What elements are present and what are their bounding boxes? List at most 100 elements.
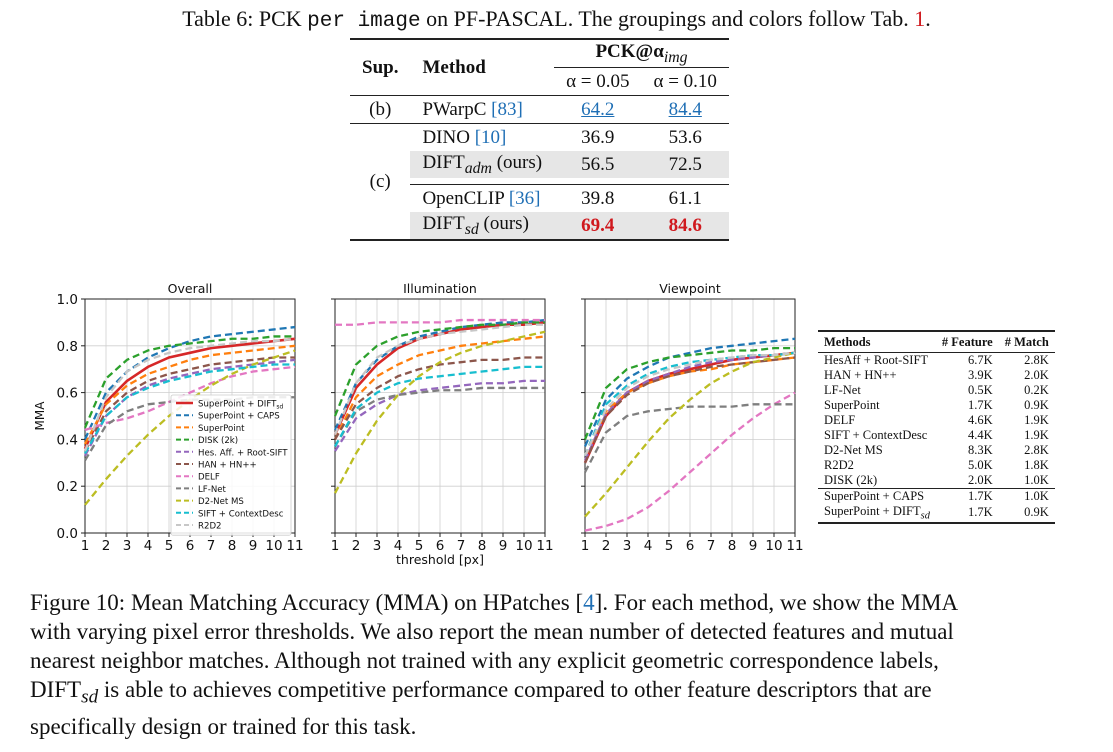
header-method: Method [422, 56, 486, 78]
method-name: DIFT [422, 151, 465, 173]
legend-label: SuperPoint [198, 424, 245, 434]
x-tick-label: 6 [686, 538, 695, 554]
value-cell: 61.1 [668, 187, 702, 209]
match-count: 2.8K [1024, 443, 1049, 457]
match-count: 1.0K [1024, 489, 1049, 503]
series-line [83, 344, 296, 445]
value-cell: 72.5 [641, 151, 729, 178]
y-tick-label: 0.0 [57, 526, 78, 542]
table-caption: Table 6: PCK per image on PF-PASCAL. The… [0, 6, 1113, 33]
citation-link[interactable]: [10] [474, 126, 507, 148]
table-row: DIFTsd (ours) 69.4 84.6 [350, 212, 729, 240]
caption-line: with varying pixel error thresholds. We … [30, 619, 954, 644]
method-cell: DIFTsd (ours) [410, 212, 555, 240]
citation-link[interactable]: [36] [508, 187, 541, 209]
series-line [333, 335, 546, 440]
y-tick-label: 0.4 [57, 432, 78, 448]
feat-count: 4.4K [968, 428, 993, 442]
x-axis-label: threshold [px] [396, 552, 484, 567]
y-tick-label: 0.2 [57, 479, 78, 495]
value-cell: 64.2 [581, 98, 615, 120]
y-tick-label: 1.0 [57, 292, 78, 308]
table-row: (c) DINO [10] 36.9 53.6 [350, 123, 729, 192]
match-count: 2.0K [1024, 368, 1049, 382]
feat-header-match: # Match [1004, 334, 1049, 349]
series-line [333, 330, 546, 494]
match-count: 1.9K [1024, 428, 1049, 442]
caption-line: specifically design or trained for this … [30, 713, 417, 739]
x-tick-label: 8 [228, 538, 237, 554]
caption-line: DIFTsd is able to achieves competitive p… [30, 675, 1105, 712]
feat-header-methods: Methods [824, 334, 871, 349]
legend-label: R2D2 [198, 522, 222, 532]
table-ref-link[interactable]: 1 [914, 6, 926, 31]
series-line [83, 358, 296, 457]
series-line [83, 363, 295, 455]
x-tick-label: 7 [707, 538, 716, 554]
panel-title: Viewpoint [659, 281, 721, 296]
table-caption-text: Table 6: PCK [182, 6, 308, 31]
feat-row: HesAff + Root-SIFT 6.7K 2.8K [818, 352, 1055, 369]
x-tick-label: 10 [765, 538, 782, 554]
series-line [84, 365, 296, 432]
method-name: PWarpC [422, 98, 492, 120]
x-tick-label: 3 [123, 538, 132, 554]
feat-count: 1.7K [968, 489, 993, 503]
x-tick-label: 2 [602, 538, 611, 554]
x-tick-label: 1 [81, 538, 90, 554]
feat-count: 0.5K [968, 383, 993, 397]
method-name: DIFT [422, 212, 465, 234]
method-sub: sd [464, 220, 479, 238]
series-line [334, 386, 545, 448]
feat-row: D2-Net MS 8.3K 2.8K [818, 443, 1055, 458]
x-tick-label: 9 [249, 538, 258, 554]
feat-count: 1.7K [968, 505, 993, 520]
x-tick-label: 4 [394, 538, 403, 554]
value-cell: 39.8 [581, 187, 615, 209]
y-axis-label: MMA [33, 401, 47, 431]
feat-row: SuperPoint + DIFTsd 1.7K 0.9K [818, 504, 1055, 523]
chart-panel-3: Viewpoint 1 2 3 4 5 6 7 8 9 10 11 [581, 281, 804, 554]
x-tick-label: 7 [207, 538, 216, 554]
method-suffix: (ours) [478, 212, 529, 234]
method-cell: PWarpC [83] [410, 96, 554, 124]
series-line [333, 318, 546, 431]
x-tick-label: 11 [786, 538, 803, 554]
panel-title: Illumination [403, 281, 477, 296]
value-cell: 69.4 [554, 212, 642, 240]
method-name: DINO [422, 126, 475, 148]
legend-label: LF-Net [198, 485, 227, 495]
y-tick-label: 0.6 [57, 386, 78, 402]
x-tick-label: 10 [515, 538, 532, 554]
feat-method: D2-Net MS [824, 443, 883, 457]
match-count: 1.0K [1024, 473, 1049, 487]
match-count: 1.9K [1024, 413, 1049, 427]
series-line [333, 321, 545, 417]
x-tick-label: 4 [144, 538, 153, 554]
x-tick-label: 11 [286, 538, 303, 554]
feat-count: 1.7K [968, 398, 993, 412]
table-caption-mono: per image [307, 10, 421, 33]
sup-cell: (c) [369, 170, 391, 192]
match-count: 2.8K [1024, 353, 1049, 367]
value-cell: 84.4 [668, 98, 702, 120]
x-tick-label: 6 [436, 538, 445, 554]
panel-title: Overall [168, 281, 213, 296]
header-alpha-005: α = 0.05 [566, 70, 630, 92]
x-tick-label: 8 [728, 538, 737, 554]
feat-row: DISK (2k) 2.0K 1.0K [818, 473, 1055, 489]
feat-count: 2.0K [968, 473, 993, 487]
x-tick-label: 10 [265, 538, 282, 554]
match-count: 0.2K [1024, 383, 1049, 397]
chart-panel-1: Overall 1 2 3 4 5 6 7 8 9 10 11 0.0 0.2 0.4 0.6 0.8 1.0 MM… [33, 281, 304, 554]
citation-link[interactable]: [83] [491, 98, 523, 120]
citation-link[interactable]: 4 [583, 590, 595, 615]
x-tick-label: 9 [499, 538, 508, 554]
method-cell: OpenCLIP [36] [410, 185, 554, 213]
row-spacer [350, 178, 729, 185]
feat-row: R2D2 5.0K 1.8K [818, 458, 1055, 473]
pck-table: Sup. Method PCK@αimg α = 0.05 α = 0.10 (… [350, 38, 729, 241]
x-tick-label: 2 [352, 538, 361, 554]
